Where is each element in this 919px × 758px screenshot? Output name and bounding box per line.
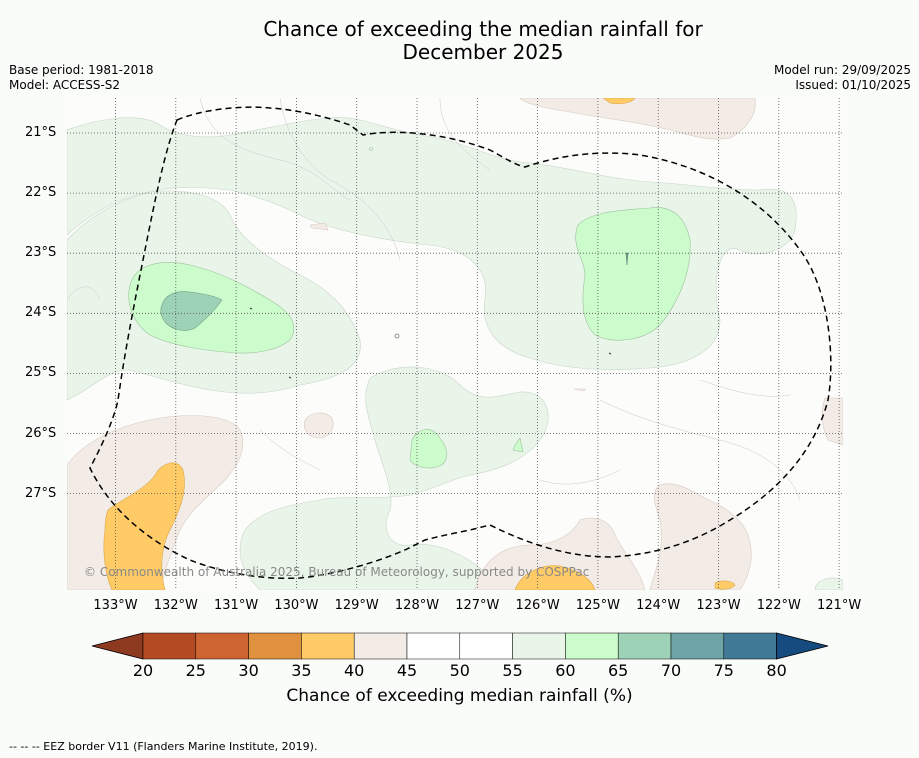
colorbar-segment <box>565 632 619 660</box>
lat-label: 24°S <box>25 305 57 321</box>
model-run: Model run: 29/09/2025 <box>773 63 911 77</box>
lon-label: 132°W <box>153 598 198 613</box>
colorbar-tick-label: 60 <box>555 661 576 680</box>
colorbar-segment <box>617 632 672 660</box>
lat-label: 21°S <box>25 125 57 140</box>
lat-label: 26°S <box>25 425 57 441</box>
colorbar-over-arrow <box>776 632 829 660</box>
lon-label: 128°W <box>394 598 440 613</box>
model-name: Model: ACCESS-S2 <box>9 78 121 92</box>
lon-label: 129°W <box>334 598 379 613</box>
region-40-45-top <box>519 98 756 140</box>
colorbar <box>91 632 829 660</box>
meta-left: Base period: 1981-2018 Model: ACCESS-S2 <box>9 63 154 93</box>
colorbar-under-arrow <box>91 632 144 660</box>
issued-date: Issued: 01/10/2025 <box>795 78 911 92</box>
lon-label: 127°W <box>455 598 500 613</box>
base-period: Base period: 1981-2018 <box>9 63 154 77</box>
colorbar-tick-label: 25 <box>185 661 206 680</box>
lon-label: 133°W <box>93 598 138 613</box>
colorbar-segment <box>512 632 566 660</box>
region-40-45-small-b <box>309 222 329 231</box>
region-55-60-south <box>239 366 549 590</box>
lat-label: 25°S <box>25 365 57 381</box>
small-contour-a <box>625 252 629 266</box>
colorbar-tick-label: 50 <box>449 661 470 680</box>
lon-label: 123°W <box>696 598 741 613</box>
colorbar-label: Chance of exceeding median rainfall (%) <box>286 686 633 706</box>
small-mark-e <box>608 352 612 355</box>
lon-label: 122°W <box>756 598 801 613</box>
colorbar-tick-label: 55 <box>502 661 523 680</box>
lon-label: 125°W <box>575 598 620 613</box>
region-40-45-east <box>821 397 843 446</box>
small-contour-b <box>394 333 400 339</box>
colorbar-tick-label: 45 <box>396 661 418 680</box>
lon-label: 124°W <box>636 598 681 613</box>
eez-border <box>89 106 832 580</box>
small-mark-f <box>288 376 292 379</box>
colorbar-segment <box>406 632 461 660</box>
colorbar-tick-label: 70 <box>660 661 682 680</box>
title-line-2: December 2025 <box>402 40 564 64</box>
lat-label: 22°S <box>25 185 57 201</box>
region-60-65-east <box>575 207 691 341</box>
region-35-40-top <box>602 98 636 105</box>
region-40-45-small-a <box>303 412 334 439</box>
colorbar-segment <box>195 632 249 660</box>
lat-label: 23°S <box>25 245 57 261</box>
colorbar-segment <box>353 632 408 660</box>
colorbar-tick-label: 35 <box>291 661 312 680</box>
lat-label: 27°S <box>25 485 57 501</box>
colorbar-tick-label: 65 <box>608 661 629 680</box>
colorbar-tick-label: 80 <box>766 661 787 680</box>
colorbar-segment <box>670 632 725 660</box>
lon-label: 131°W <box>214 598 259 613</box>
region-55-60-southwest <box>814 577 843 590</box>
lon-label: 126°W <box>515 598 560 613</box>
title-line-1: Chance of exceeding the median rainfall … <box>263 17 703 41</box>
map-title: Chance of exceeding the median rainfall … <box>0 18 919 64</box>
eez-footnote: -- -- -- EEZ border V11 (Flanders Marine… <box>9 740 318 753</box>
region-35-40-south <box>514 565 596 590</box>
region-60-65-small <box>512 437 524 453</box>
lon-label: 130°W <box>274 598 319 613</box>
region-35-40-southwest <box>103 462 185 590</box>
colorbar-tick-label: 75 <box>713 661 734 680</box>
region-40-45-southeast <box>649 483 752 590</box>
colorbar-segment <box>301 632 355 660</box>
small-mark-d <box>249 307 253 310</box>
lon-label: 121°W <box>817 598 862 613</box>
colorbar-segment <box>459 632 513 660</box>
colorbar-tick-label: 40 <box>344 661 365 680</box>
small-mark-g <box>573 388 587 392</box>
map-area <box>67 98 843 590</box>
colorbar-segment <box>142 632 197 660</box>
region-35-40-small <box>714 580 736 590</box>
small-contour-c <box>369 147 373 151</box>
colorbar-tick-label: 20 <box>132 661 154 680</box>
region-60-65-south <box>409 429 448 469</box>
colorbar-tick-label: 30 <box>238 661 259 680</box>
colorbar-segment <box>248 632 302 660</box>
graticule <box>67 98 843 590</box>
copyright-text: © Commonwealth of Australia 2025, Bureau… <box>84 565 590 579</box>
region-40-45-south <box>474 517 646 590</box>
meta-right: Model run: 29/09/2025 Issued: 01/10/2025 <box>774 63 911 93</box>
colorbar-segment <box>723 632 777 660</box>
